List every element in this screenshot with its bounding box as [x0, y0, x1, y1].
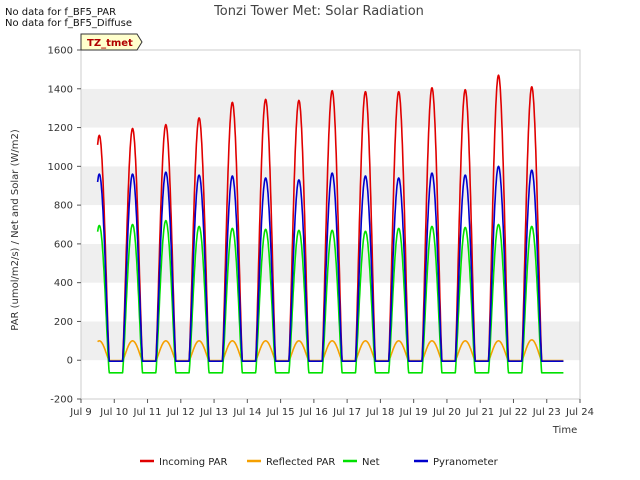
- y-axis-label: PAR (umol/m2/s) / Net and Solar (W/m2): [10, 129, 21, 331]
- legend-label: Pyranometer: [433, 457, 499, 468]
- grid-band: [81, 127, 580, 167]
- x-tick-label: Jul 16: [299, 407, 328, 418]
- x-tick-label: Jul 18: [365, 407, 394, 418]
- y-tick-label: -200: [50, 395, 73, 406]
- y-tick-label: 1400: [48, 84, 73, 95]
- x-tick-label: Jul 10: [99, 407, 128, 418]
- y-tick-label: 200: [54, 317, 73, 328]
- x-tick-label: Jul 17: [332, 407, 361, 418]
- plot-frame: [80, 49, 581, 400]
- grid-band: [81, 282, 580, 322]
- no-data-notice-diffuse: No data for f_BF5_Diffuse: [5, 18, 132, 29]
- x-axis-label: Time: [552, 425, 577, 436]
- x-tick-label: Jul 22: [498, 407, 527, 418]
- site-tag-box: [80, 33, 143, 51]
- legend-label: Incoming PAR: [159, 457, 228, 468]
- y-tick-label: 1200: [48, 123, 73, 134]
- grid-band: [81, 360, 580, 399]
- x-tick-label: Jul 12: [166, 407, 195, 418]
- site-tag: TZ_tmet: [80, 33, 143, 51]
- x-tick-label: Jul 20: [432, 407, 461, 418]
- legend-label: Reflected PAR: [266, 457, 335, 468]
- legend: Incoming PAR Reflected PAR Net Pyranometer: [140, 457, 499, 468]
- site-tag-label: TZ_tmet: [87, 38, 133, 49]
- no-data-notice-par: No data for f_BF5_PAR: [5, 7, 117, 18]
- series-line-net: [96, 219, 564, 374]
- x-tick-label: Jul 14: [232, 407, 261, 418]
- y-tick-label: 400: [54, 278, 73, 289]
- grid-band: [81, 243, 580, 283]
- y-tick-label: 800: [54, 201, 73, 212]
- x-tick-label: Jul 23: [532, 407, 561, 418]
- y-axis: -200 0 200 400 600 800 1000 1200 1400 1600: [48, 46, 81, 406]
- y-tick-label: 600: [54, 239, 73, 250]
- x-tick-label: Jul 11: [133, 407, 162, 418]
- y-tick-label: 1600: [48, 46, 73, 57]
- y-tick-label: 0: [67, 356, 73, 367]
- x-tick-label: Jul 13: [199, 407, 228, 418]
- x-axis: Jul 9 Jul 10 Jul 11 Jul 12 Jul 13 Jul 14 Jul 1…: [69, 399, 594, 418]
- x-tick-label: Jul 19: [399, 407, 428, 418]
- x-tick-label: Jul 21: [465, 407, 494, 418]
- x-tick-label: Jul 9: [69, 407, 92, 418]
- grid-band: [81, 50, 580, 89]
- series-line-pyranometer: [96, 165, 564, 363]
- x-tick-label: Jul 24: [565, 407, 594, 418]
- y-tick-label: 1000: [48, 162, 73, 173]
- series-lines: [96, 74, 564, 374]
- chart-title: Tonzi Tower Met: Solar Radiation: [213, 4, 424, 19]
- x-tick-label: Jul 15: [266, 407, 295, 418]
- legend-label: Net: [362, 457, 380, 468]
